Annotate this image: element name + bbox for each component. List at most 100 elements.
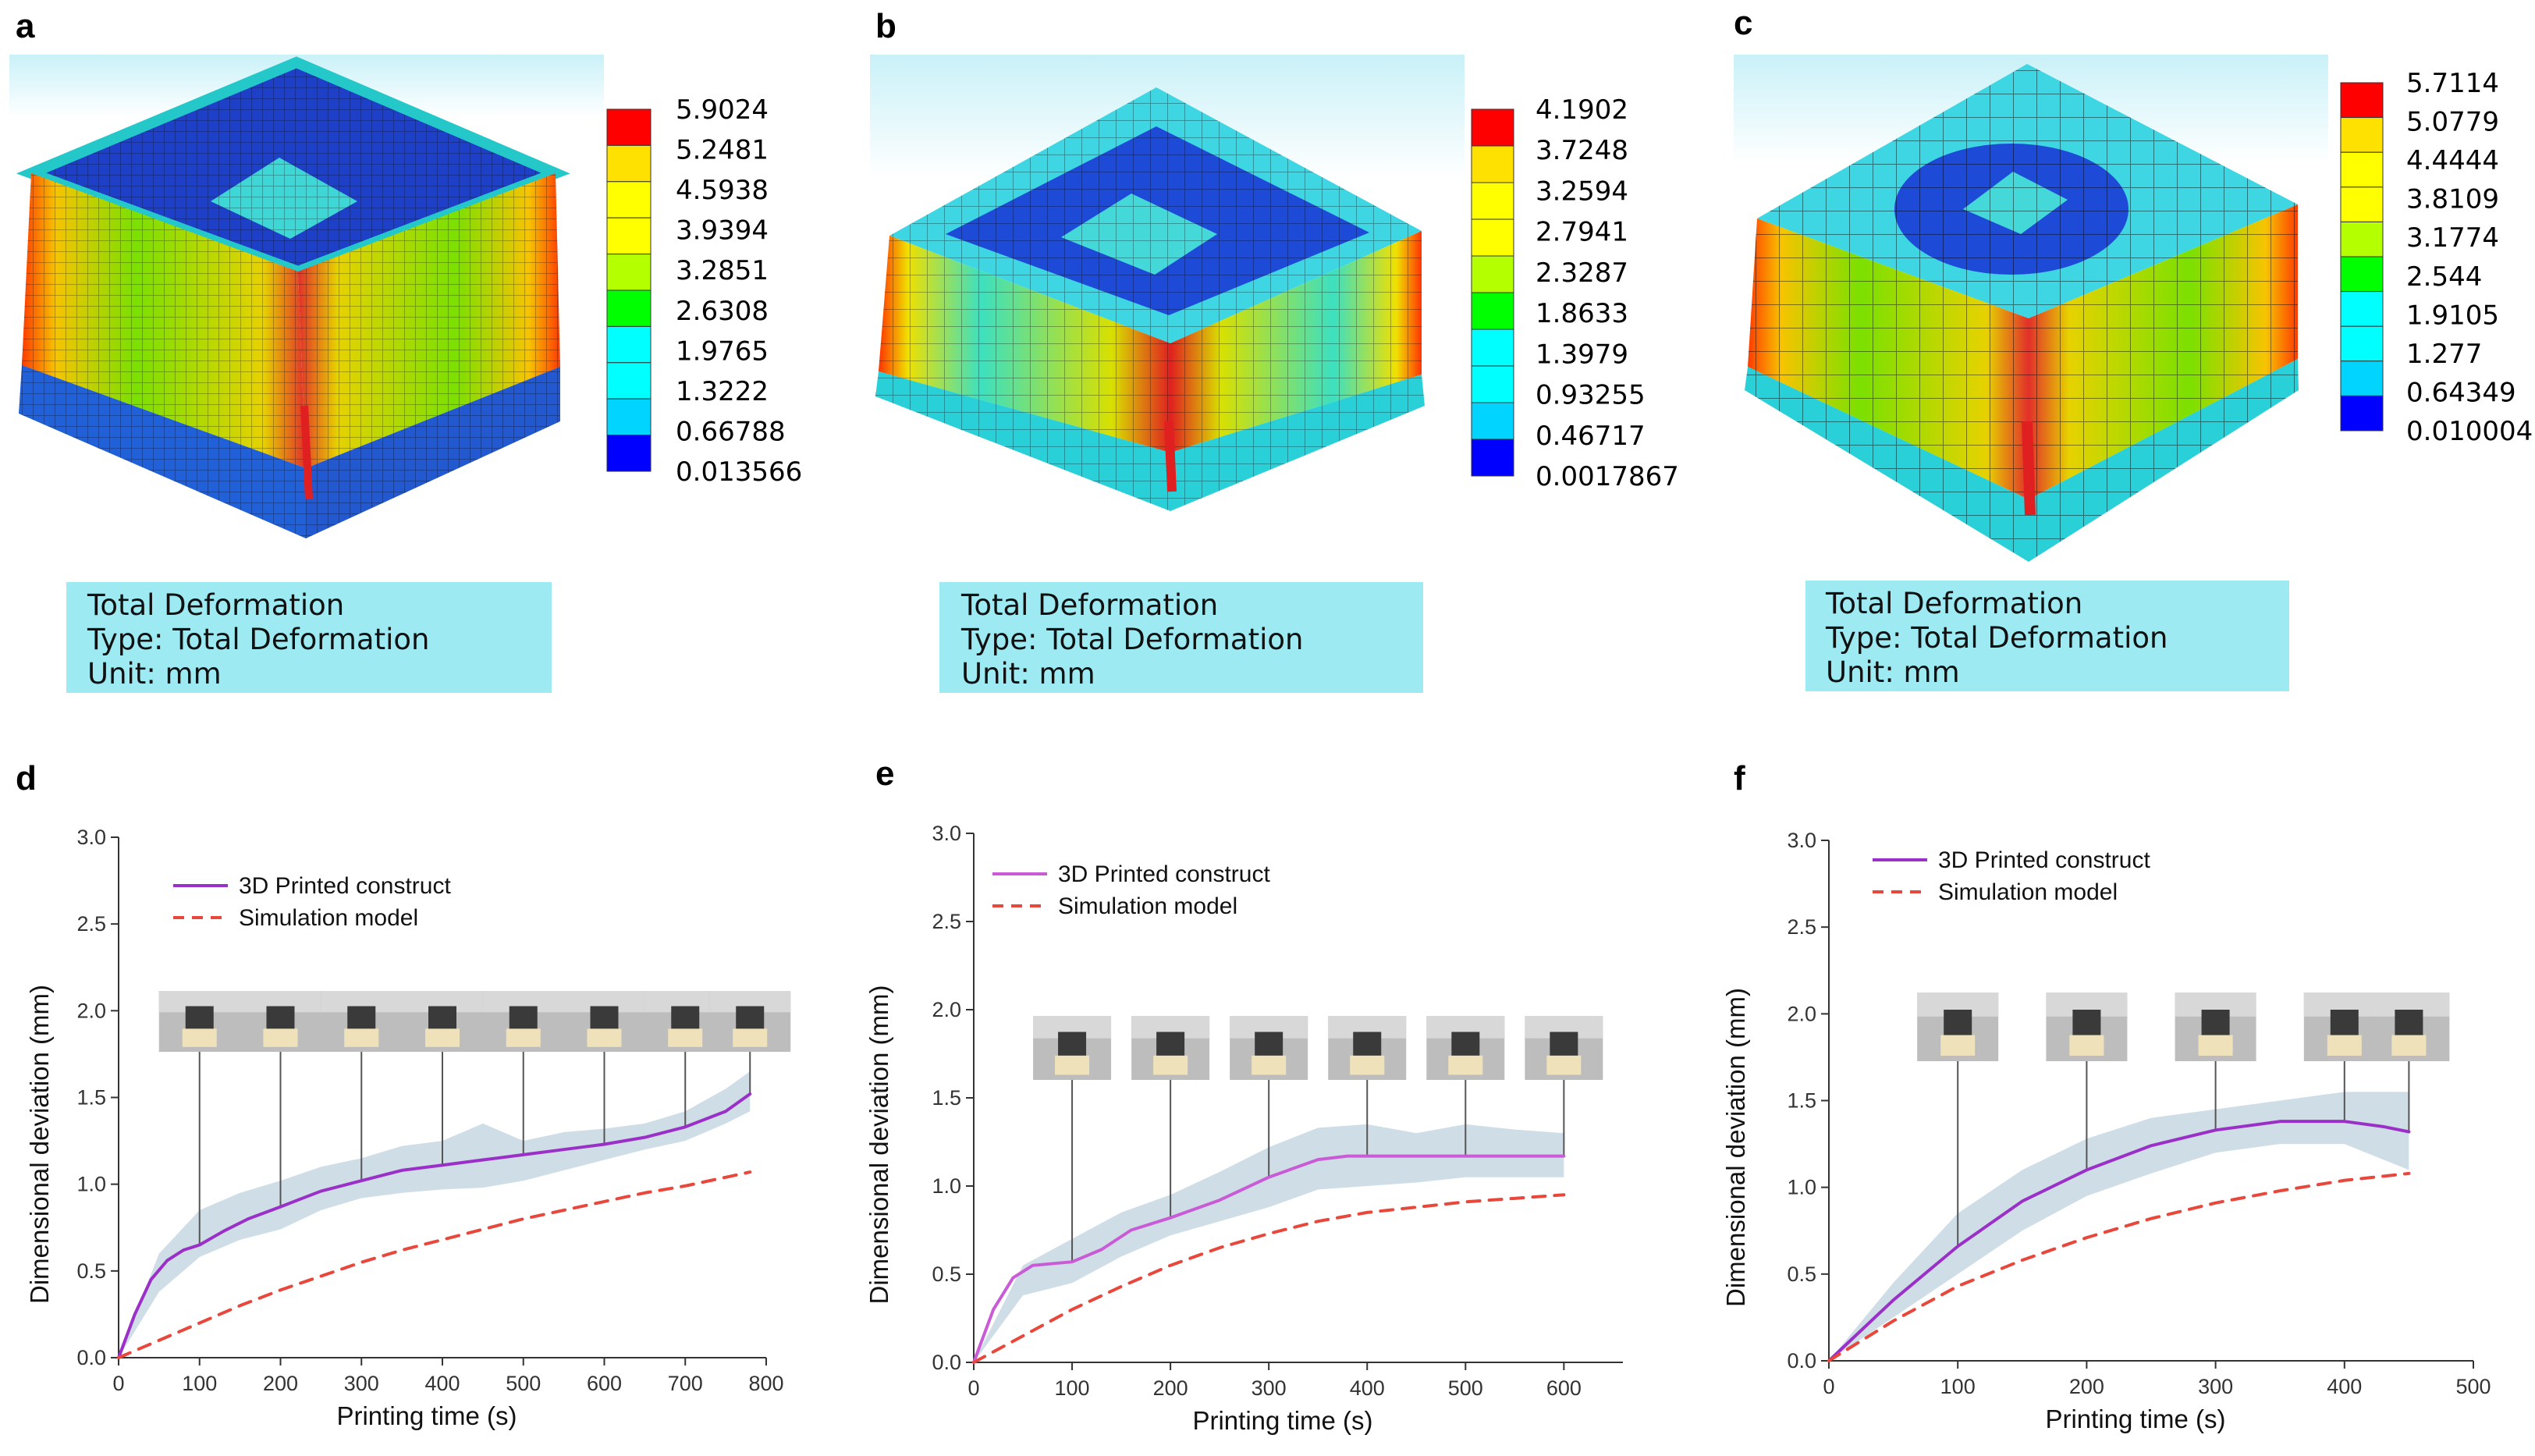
colorbar-segment — [606, 144, 652, 183]
series-line-printed-construct — [117, 1092, 752, 1359]
colorbar-label: 1.8633 — [1536, 298, 1628, 329]
x-tick-label: 600 — [1546, 1376, 1582, 1400]
colorbar-label: 5.2481 — [676, 135, 769, 166]
colorbar-label: 1.3979 — [1536, 339, 1628, 370]
colorbar-segment — [2340, 360, 2384, 396]
x-tick-label: 100 — [1055, 1376, 1090, 1400]
info-type: Type: Total Deformation — [1825, 621, 2168, 655]
colorbar-label: 2.3287 — [1536, 257, 1628, 289]
x-axis-label: Printing time (s) — [2045, 1405, 2225, 1433]
snapshot-photo — [240, 991, 321, 1052]
colorbar-b: 4.1902 3.7248 3.2594 2.7941 2.3287 1.8633 1.39… — [1471, 94, 1679, 492]
panel-label-e: e — [875, 755, 894, 793]
x-tick-label: 500 — [506, 1372, 541, 1395]
x-tick-label: 400 — [424, 1372, 460, 1395]
colorbar-segment — [2340, 325, 2384, 362]
colorbar-label: 1.9105 — [2406, 300, 2499, 331]
x-tick-label: 400 — [2327, 1375, 2362, 1398]
x-tick-label: 0 — [1823, 1375, 1834, 1398]
snapshot-photo — [709, 991, 791, 1052]
info-unit: Unit: mm — [1826, 655, 1960, 689]
fem-model-a — [16, 56, 570, 538]
fem-model-c — [1745, 64, 2299, 562]
legend-label: Simulation model — [239, 905, 418, 931]
colorbar-label: 3.2594 — [1536, 176, 1628, 207]
series-line-simulation-model — [972, 1193, 1566, 1364]
colorbar-segment — [606, 217, 652, 255]
colorbar-segment — [2340, 256, 2384, 293]
y-tick-label: 2.5 — [76, 912, 106, 936]
x-tick-label: 400 — [1350, 1376, 1385, 1400]
colorbar-segment — [606, 254, 652, 291]
colorbar-label: 1.9765 — [676, 336, 769, 367]
fem-model-b — [875, 87, 1425, 511]
colorbar-segment — [2340, 117, 2384, 153]
colorbar-label: 5.0779 — [2406, 107, 2499, 138]
colorbar-label: 1.3222 — [676, 376, 769, 407]
colorbar-segment — [1471, 182, 1514, 220]
colorbar-label: 0.93255 — [1536, 380, 1646, 411]
x-tick-label: 100 — [182, 1372, 217, 1395]
y-tick-label: 2.0 — [932, 998, 961, 1021]
colorbar-label: 3.9394 — [676, 215, 769, 247]
y-tick-label: 2.5 — [932, 910, 961, 933]
panel-label-a: a — [16, 7, 35, 45]
info-box-a: Total Deformation Type: Total Deformatio… — [66, 582, 552, 693]
fem-panel-c: c 5.7114 5.0779 4.4444 3.8109 3.1774 2.544 1.9… — [1734, 4, 2533, 691]
info-type: Type: Total Deformation — [960, 623, 1303, 656]
snapshot-photo — [321, 991, 403, 1052]
snapshot-photo — [1328, 1016, 1407, 1080]
colorbar-segment — [2340, 395, 2384, 431]
colorbar-label: 2.7941 — [1536, 217, 1628, 248]
y-tick-label: 1.5 — [76, 1086, 106, 1110]
colorbar-label: 2.544 — [2406, 261, 2482, 293]
info-title: Total Deformation — [1825, 587, 2082, 620]
colorbar-label: 3.2851 — [676, 255, 769, 286]
colorbar-label: 4.5938 — [676, 175, 769, 206]
y-tick-label: 1.0 — [1787, 1176, 1816, 1199]
colorbar-label: 3.1774 — [2406, 222, 2499, 254]
fem-panel-a: a 5.9024 5.2481 4.5938 3.9394 3.2851 2.6308 1.… — [9, 7, 802, 693]
colorbar-segment — [606, 435, 652, 472]
colorbar-segment — [2340, 186, 2384, 222]
colorbar-segment — [1471, 218, 1514, 257]
y-axis-label: Dimensional deviation (mm) — [865, 985, 893, 1305]
y-tick-label: 1.0 — [932, 1174, 961, 1198]
colorbar-label: 0.010004 — [2406, 416, 2533, 447]
snapshot-photo — [2175, 993, 2256, 1061]
x-tick-label: 300 — [344, 1372, 379, 1395]
panel-label-b: b — [875, 7, 896, 45]
y-tick-label: 3.0 — [76, 826, 106, 849]
x-tick-label: 200 — [1153, 1376, 1188, 1400]
y-axis-label: Dimensional deviation (mm) — [25, 985, 54, 1304]
snapshot-photo — [158, 991, 240, 1052]
colorbar-segment — [1471, 145, 1514, 183]
snapshot-photo — [2046, 993, 2128, 1061]
legend: 3D Printed construct Simulation model — [173, 873, 451, 931]
colorbar-segment — [606, 108, 652, 146]
x-axis-label: Printing time (s) — [336, 1401, 517, 1430]
snapshot-photo — [1033, 1016, 1112, 1080]
snapshot-photo — [482, 991, 564, 1052]
colorbar-label: 3.8109 — [2406, 184, 2499, 215]
colorbar-label: 5.9024 — [676, 94, 769, 126]
y-tick-label: 1.0 — [76, 1173, 106, 1196]
colorbar-segment — [2340, 291, 2384, 327]
snapshot-photo — [563, 991, 645, 1052]
colorbar-segment — [2340, 82, 2384, 119]
colorbar-label: 3.7248 — [1536, 135, 1628, 166]
y-tick-label: 3.0 — [932, 822, 961, 845]
info-box-c: Total Deformation Type: Total Deformatio… — [1805, 581, 2289, 691]
y-tick-label: 2.5 — [1787, 915, 1816, 939]
snapshot-photo — [1917, 993, 1999, 1061]
panel-label-d: d — [16, 759, 37, 797]
legend-label: Simulation model — [1938, 879, 2118, 905]
colorbar-segment — [2340, 221, 2384, 257]
colorbar-segment — [1471, 402, 1514, 440]
legend: 3D Printed construct Simulation model — [992, 861, 1270, 919]
legend-label: 3D Printed construct — [1938, 847, 2150, 873]
colorbar-segment — [1471, 108, 1514, 147]
colorbar-a: 5.9024 5.2481 4.5938 3.9394 3.2851 2.6308 1.97… — [606, 94, 802, 488]
confidence-band — [1829, 1092, 2409, 1361]
